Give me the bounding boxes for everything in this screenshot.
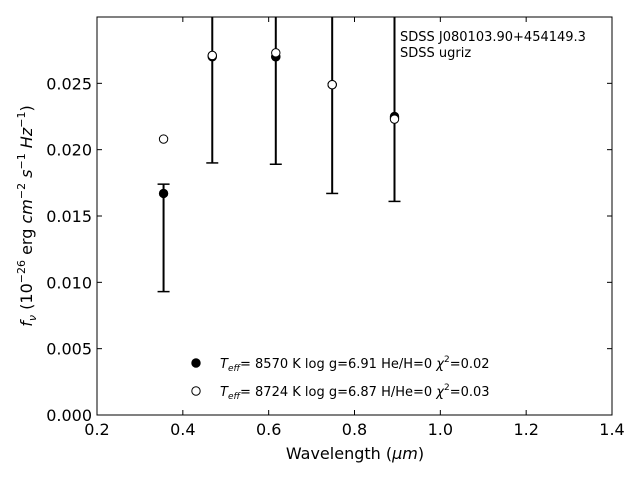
- y-tick-label: 0.000: [46, 406, 92, 425]
- x-tick-label: 1.0: [428, 420, 453, 439]
- model-point-open: [271, 48, 281, 58]
- error-bars: [157, 17, 401, 293]
- annotation-object: SDSS J080103.90+454149.3: [400, 30, 586, 45]
- legend-marker-filled: [191, 358, 201, 368]
- x-tick-label: 1.2: [513, 420, 538, 439]
- legend-label-open: Teff= 8724 K log g=6.87 H/He=0 χ2=0.03: [220, 383, 490, 402]
- legend: Teff= 8570 K log g=6.91 He/H=0 χ2=0.02 T…: [191, 355, 490, 402]
- y-axis-label: fν (10−26 erg cm−2 s−1 Hz−1): [15, 105, 39, 326]
- axis-tick-labels: 0.2 0.4 0.6 0.8 1.0 1.2 1.4 0.000 0.005 0.010 0.01…: [46, 74, 625, 439]
- model-point-open: [158, 134, 169, 144]
- legend-marker-open: [191, 386, 201, 396]
- x-axis-label: Wavelength (μm): [286, 444, 424, 463]
- legend-label-filled: Teff= 8570 K log g=6.91 He/H=0 χ2=0.02: [220, 355, 490, 374]
- model-point-open: [327, 79, 337, 90]
- y-tick-label: 0.025: [46, 74, 92, 93]
- x-tick-label: 0.8: [342, 420, 367, 439]
- data-points: [158, 48, 400, 199]
- observed-point: [158, 188, 169, 199]
- x-tick-label: 1.4: [599, 420, 624, 439]
- model-point-open: [389, 114, 400, 124]
- model-point-open: [207, 50, 217, 61]
- plot-frame: [96, 16, 613, 416]
- x-tick-label: 0.2: [84, 420, 109, 439]
- annotation-survey: SDSS ugriz: [400, 46, 471, 61]
- x-tick-label: 0.4: [170, 420, 195, 439]
- y-tick-label: 0.020: [46, 141, 92, 160]
- x-tick-label: 0.6: [256, 420, 281, 439]
- y-tick-label: 0.005: [46, 340, 92, 359]
- y-tick-label: 0.015: [46, 207, 92, 226]
- y-tick-label: 0.010: [46, 273, 92, 292]
